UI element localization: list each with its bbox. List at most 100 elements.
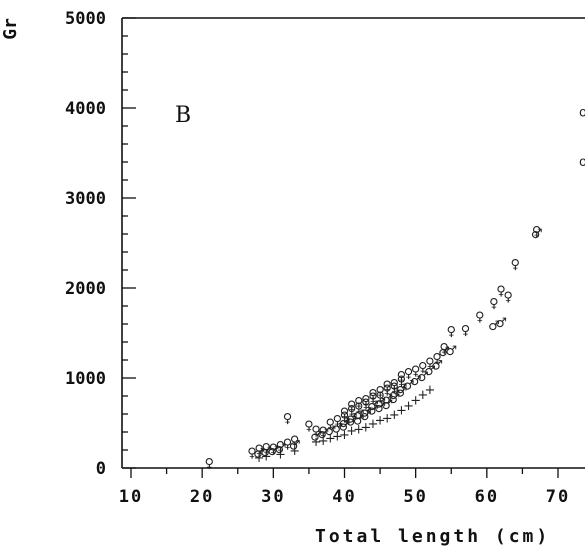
data-point: ♀ [375, 390, 385, 405]
y-tick-label: 1000 [65, 369, 106, 389]
data-point: ♀ [247, 446, 257, 461]
data-point: ♂ [332, 422, 344, 437]
data-point: ♀ [368, 391, 378, 406]
data-point: ♀ [333, 413, 343, 428]
data-point: ♂ [339, 416, 351, 431]
data-point: ♂ [396, 386, 408, 401]
data-point: ♀ [354, 401, 364, 416]
data-point: ♀ [347, 399, 357, 414]
data-point: ♂ [374, 396, 386, 411]
data-point: ♀ [397, 374, 407, 389]
data-point: ♀ [205, 457, 215, 472]
data-point: ♂ [367, 399, 379, 414]
data-point: + [389, 408, 400, 423]
data-point: ♀ [404, 367, 414, 382]
y-tick-label: 0 [96, 459, 106, 479]
data-point: ♀ [347, 404, 357, 419]
x-tick-label: 30 [261, 487, 285, 507]
data-point: ♂ [396, 382, 408, 397]
data-point: + [353, 422, 364, 437]
data-point: ♂ [360, 409, 372, 424]
data-point: ♂ [275, 442, 287, 457]
data-point: + [289, 444, 300, 459]
data-point: ♂ [317, 427, 329, 442]
data-point: ♂ [289, 439, 301, 454]
data-point: ♂ [346, 412, 358, 427]
data-point: ♀ [361, 397, 371, 412]
x-axis-ticks: 10 20 30 40 50 60 70 [119, 468, 570, 507]
data-point: ♂ [339, 420, 351, 435]
data-point: ♂ [417, 370, 429, 385]
x-tick-label: 20 [190, 487, 214, 507]
right-fragment-mark: o [579, 106, 585, 121]
data-point: ♂ [424, 364, 436, 379]
data-point: ♂ [310, 430, 322, 445]
data-point: ♀ [446, 324, 456, 339]
data-point: + [311, 435, 322, 450]
data-point: ♂ [268, 444, 280, 459]
data-point: ♀ [390, 377, 400, 392]
data-point: ♀ [254, 443, 264, 458]
data-point: ♀ [382, 383, 392, 398]
x-tick-label: 70 [546, 487, 570, 507]
data-point: ♂ [410, 374, 422, 389]
x-tick-label: 50 [403, 487, 427, 507]
data-point: ♀ [532, 224, 542, 239]
data-point: + [382, 412, 393, 427]
data-point: ♀ [439, 341, 449, 356]
data-point: ♀ [304, 419, 314, 434]
data-point: ♂ [431, 359, 443, 374]
panel-label: B [175, 103, 191, 128]
data-point: ♂ [381, 393, 393, 408]
data-marks: ♀♀♀♀♀♀♀♀♀♀♀♀♀♀♀♀♀♀♀♀♀♀♀♀♀♀♀♀♀♀♀♀♀♀♀♀♀♀♀ ♀… [205, 224, 543, 471]
data-point: ♀ [425, 356, 435, 371]
data-point: ♀ [489, 296, 499, 311]
data-point: ♂ [381, 398, 393, 413]
y-axis-ticks: 0 1000 2000 3000 4000 5000 [65, 9, 136, 479]
data-point: + [403, 399, 414, 414]
data-point: + [346, 424, 357, 439]
data-point: ♂ [260, 445, 272, 460]
data-point: + [360, 421, 371, 436]
data-point: ♀ [375, 385, 385, 400]
data-point: ♂ [353, 408, 365, 423]
data-point: ♂ [531, 227, 543, 242]
x-tick-label: 10 [119, 487, 143, 507]
data-point: ♂ [360, 405, 372, 420]
data-point: ♂ [367, 404, 379, 419]
data-point: ♀ [496, 284, 506, 299]
data-point: + [417, 388, 428, 403]
data-point: ♀ [340, 410, 350, 425]
y-tick-label: 4000 [65, 99, 106, 119]
data-point: ♀ [290, 434, 300, 449]
data-point: ♀ [432, 351, 442, 366]
data-point: ♂ [403, 378, 415, 393]
data-point: + [332, 430, 343, 445]
data-point: ♀ [368, 387, 378, 402]
data-point: ♀ [318, 425, 328, 440]
y-tick-label: 2000 [65, 279, 106, 299]
data-point: + [275, 448, 286, 463]
data-point: + [254, 451, 265, 466]
data-point: + [396, 404, 407, 419]
data-point: ♀ [503, 290, 513, 305]
data-point: + [339, 428, 350, 443]
y-tick-label: 5000 [65, 9, 106, 29]
data-point: ♀ [397, 369, 407, 384]
x-tick-label: 60 [475, 487, 499, 507]
data-point: + [375, 413, 386, 428]
data-point: ♂ [495, 316, 507, 331]
data-point: ♀ [475, 310, 485, 325]
data-point: + [318, 434, 329, 449]
data-point: + [368, 417, 379, 432]
data-point: ♀ [382, 379, 392, 394]
right-panel-fragments: oo [579, 106, 585, 171]
right-fragment-mark: o [579, 155, 585, 170]
data-point: ♂ [445, 344, 457, 359]
data-point: + [325, 431, 336, 446]
data-point: ♂ [488, 319, 500, 334]
data-point: ♀ [354, 395, 364, 410]
data-point: ♀ [340, 406, 350, 421]
data-point: ♂ [253, 447, 265, 462]
